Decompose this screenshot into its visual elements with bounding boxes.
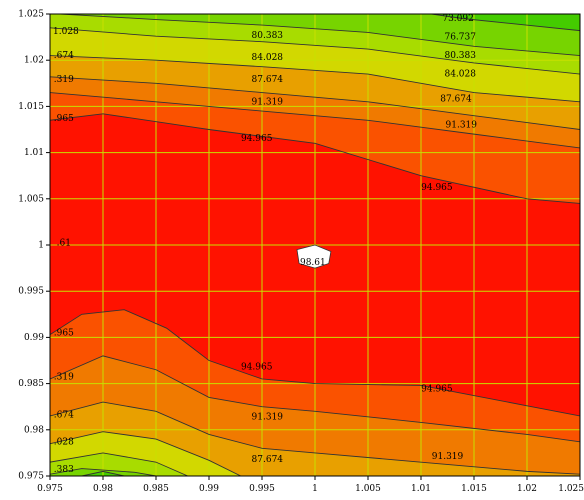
y-tick-label: 0.98 [24,425,44,435]
x-tick-label: 0.975 [37,484,63,494]
contour-value-label: 73.092 [442,14,474,24]
contour-value-label: .965 [54,328,74,338]
contour-value-label: 1.028 [53,27,79,37]
contour-band [537,14,580,20]
contour-line [50,76,580,130]
contour-value-label: .965 [54,114,74,124]
contour-line [60,14,580,57]
contour-value-label: 91.319 [252,412,284,422]
contour-value-label: 94.965 [241,134,273,144]
contour-value-label: 76.737 [444,33,476,43]
contour-line [50,309,580,417]
y-tick-label: 1.005 [18,194,44,204]
y-tick-label: 1.02 [24,56,44,66]
y-axis: 0.975 0.98 0.985 0.99 0.995 1 1.005 1.01 1.015 1.… [18,10,50,482]
contour-value-label: 98.61 [300,258,326,268]
contour-value-label: .674 [54,51,74,61]
contour-value-label: 91.319 [252,97,284,107]
contour-line [50,452,188,476]
contour-line [50,431,241,476]
contour-line [81,470,125,476]
y-tick-label: 0.995 [18,287,44,297]
contour-line [50,113,580,204]
contour-value-label: 80.383 [444,51,476,61]
contour-value-label: 87.674 [252,75,284,85]
x-tick-label: 0.985 [143,484,169,494]
contour-value-label: 91.319 [446,120,478,130]
y-tick-label: 1.025 [18,10,44,20]
contour-labels: 73.092 76.737 80.383 80.383 84.028 84.028 87.6… [53,14,477,475]
contour-value-label: 87.674 [252,455,284,465]
x-tick-label: 0.98 [93,484,113,494]
contour-value-label: 91.319 [432,452,464,462]
contour-value-label: 94.965 [241,362,273,372]
contour-line [50,27,580,75]
plot-area: 73.092 76.737 80.383 80.383 84.028 84.028 87.6… [49,13,581,477]
contour-value-label: .319 [54,75,74,85]
contour-value-label: 87.674 [440,95,472,105]
x-axis: 0.975 0.98 0.985 0.99 0.995 1 1.005 1.01 1.015 1.… [37,476,584,494]
contour-value-label: 94.965 [421,183,453,193]
contour-lines [50,14,580,476]
x-tick-label: 1.01 [411,484,431,494]
contour-value-label: 80.383 [252,31,284,41]
x-tick-label: 1.015 [461,484,487,494]
contour-band [50,471,125,476]
x-tick-label: 0.995 [249,484,275,494]
contour-line [50,55,580,103]
contour-line [50,401,580,475]
y-tick-label: 0.99 [24,333,44,343]
y-tick-label: 1 [38,241,44,251]
y-tick-label: 0.975 [18,472,44,482]
y-tick-label: 0.985 [18,379,44,389]
y-tick-label: 1.015 [18,102,44,112]
contour-value-label: .61 [57,239,71,249]
y-tick-label: 1.01 [24,148,44,158]
x-tick-label: 1.02 [517,484,537,494]
x-tick-label: 1 [312,484,318,494]
contour-line [50,92,580,149]
x-tick-label: 1.005 [355,484,381,494]
contour-value-label: .028 [54,437,74,447]
contour-band [50,14,580,56]
contour-value-label: .383 [54,465,74,475]
contour-value-label: .674 [54,411,74,421]
contour-value-label: 84.028 [444,70,476,80]
contour-value-label: 94.965 [421,385,453,395]
x-tick-label: 0.99 [199,484,219,494]
peak-marker-layer [296,244,332,269]
contour-value-label: .319 [54,373,74,383]
contour-line [50,355,580,443]
contour-line [50,468,157,476]
contour-value-label: 84.028 [252,53,284,63]
peak-marker [296,244,332,269]
x-tick-label: 1.025 [558,484,584,494]
contour-line [431,14,580,32]
